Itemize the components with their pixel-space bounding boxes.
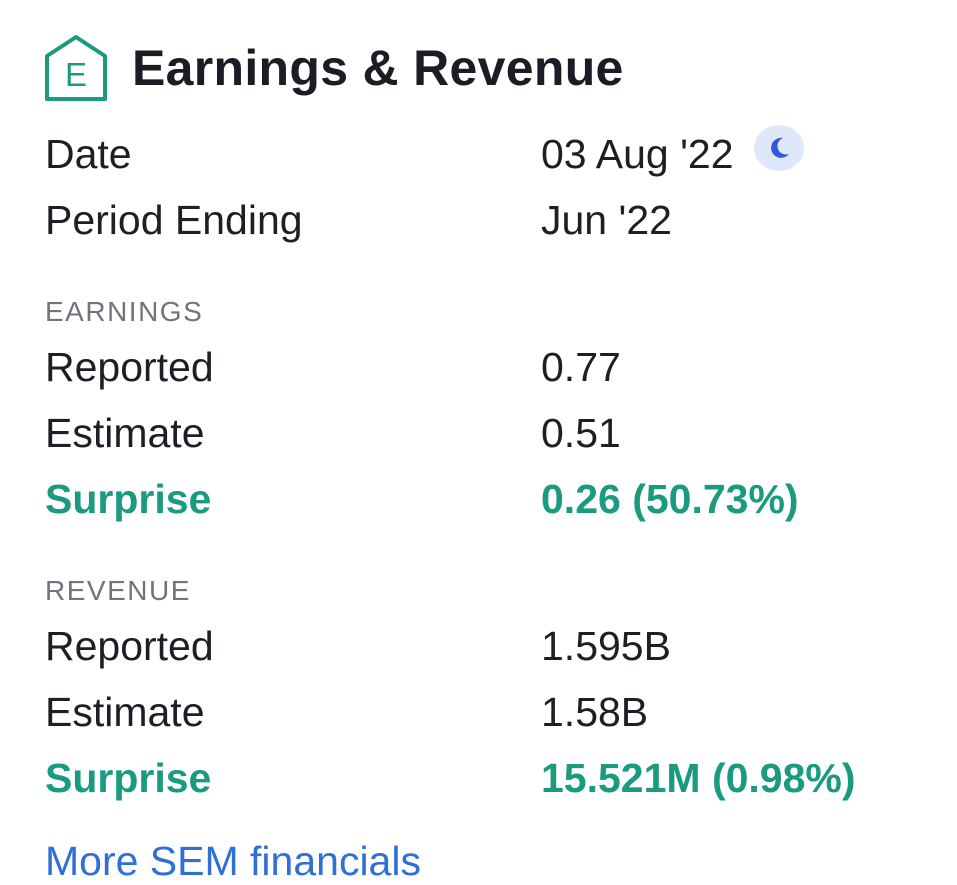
revenue-estimate-label: Estimate [45, 688, 205, 735]
earnings-reported-row: Reported 0.77 [45, 337, 925, 397]
revenue-estimate-row: Estimate 1.58B [45, 682, 925, 742]
earnings-heading: EARNINGS [45, 296, 204, 327]
revenue-reported-value: 1.595B [541, 622, 671, 669]
earnings-reported-value: 0.77 [541, 343, 621, 390]
revenue-reported-label: Reported [45, 622, 214, 669]
date-row: Date 03 Aug '22 [45, 124, 925, 184]
revenue-surprise-label: Surprise [45, 754, 212, 801]
earnings-surprise-value: 0.26 (50.73%) [541, 475, 799, 522]
period-ending-value: Jun '22 [541, 196, 672, 243]
revenue-estimate-value: 1.58B [541, 688, 649, 735]
date-value-group: 03 Aug '22 [541, 125, 804, 178]
card-header: E Earnings & Revenue [44, 34, 624, 102]
earnings-estimate-value: 0.51 [541, 409, 621, 456]
earnings-surprise-label: Surprise [45, 475, 212, 522]
revenue-heading: REVENUE [45, 575, 191, 606]
date-value: 03 Aug '22 [541, 130, 734, 177]
earnings-estimate-row: Estimate 0.51 [45, 403, 925, 463]
icon-letter: E [65, 56, 87, 93]
earnings-surprise-row: Surprise 0.26 (50.73%) [45, 469, 925, 529]
period-ending-label: Period Ending [45, 196, 303, 243]
revenue-surprise-row: Surprise 15.521M (0.98%) [45, 748, 925, 808]
revenue-reported-row: Reported 1.595B [45, 616, 925, 676]
earnings-estimate-label: Estimate [45, 409, 205, 456]
date-label: Date [45, 130, 132, 177]
period-row: Period Ending Jun '22 [45, 190, 925, 250]
page-title: Earnings & Revenue [132, 40, 624, 96]
moon-icon[interactable] [753, 125, 804, 171]
earnings-reported-label: Reported [45, 343, 214, 390]
revenue-surprise-value: 15.521M (0.98%) [541, 754, 856, 801]
earnings-house-icon: E [44, 34, 108, 102]
